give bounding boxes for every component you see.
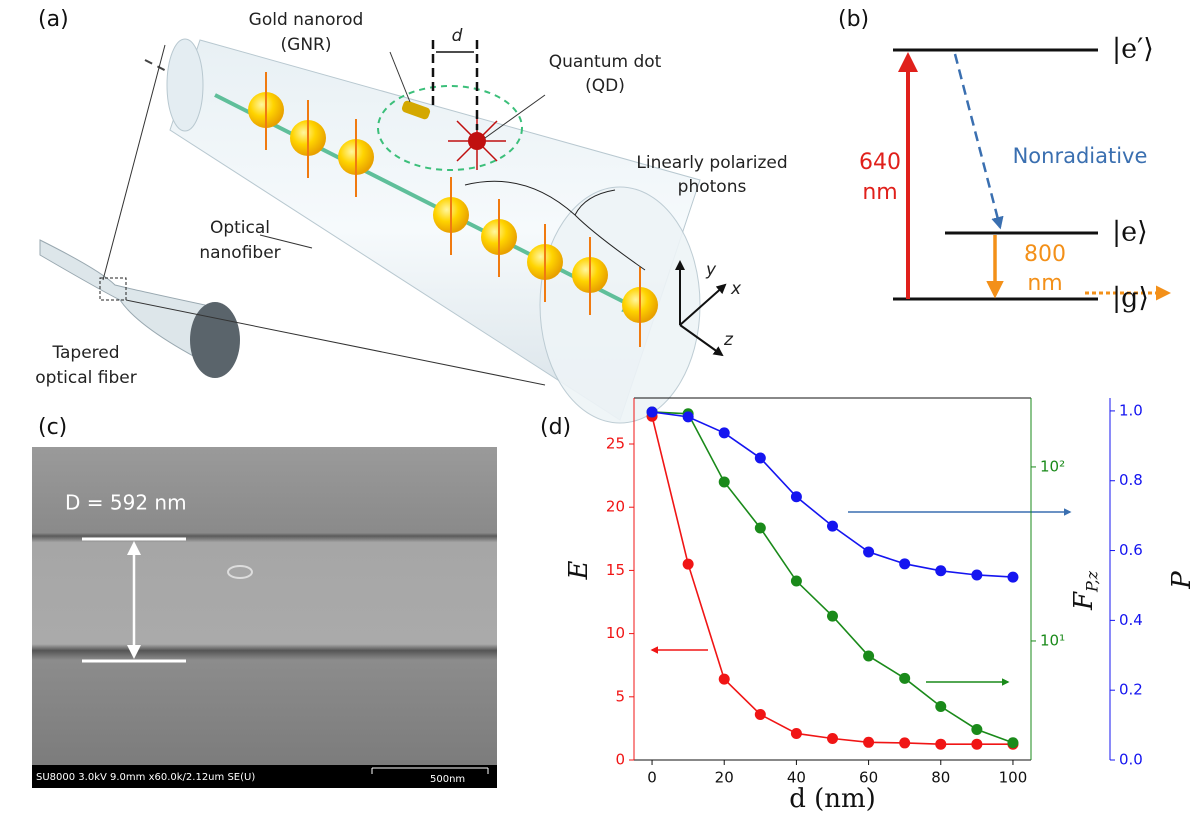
annotation: Gold nanorod — [249, 10, 364, 30]
series-marker — [683, 411, 694, 422]
axis-letter: x — [730, 279, 742, 299]
series-marker — [899, 558, 910, 569]
y-tick-label: 20 — [606, 498, 625, 516]
annotation: 640 — [859, 150, 901, 175]
x-tick-label: 0 — [647, 769, 657, 787]
series-marker — [827, 733, 838, 744]
y-tick-label: 0.8 — [1119, 471, 1143, 489]
figure: (a) (b) (c) (d) — [0, 0, 1203, 824]
series-marker — [863, 737, 874, 748]
series-marker — [719, 674, 730, 685]
series-marker — [899, 673, 910, 684]
series-marker — [647, 406, 658, 417]
series-marker — [971, 724, 982, 735]
series-marker — [755, 453, 766, 464]
series-marker — [935, 565, 946, 576]
y-tick-label: 1.0 — [1119, 401, 1143, 419]
series-marker — [755, 709, 766, 720]
level-label: |g⟩ — [1112, 283, 1149, 314]
x-axis-label: d (nm) — [789, 784, 876, 814]
series-marker — [971, 569, 982, 580]
y-tick-label: 15 — [606, 561, 625, 579]
series-marker — [827, 611, 838, 622]
y-axis-label: E — [564, 560, 594, 580]
annotation: nanofiber — [199, 243, 280, 263]
y-tick-label: 0 — [615, 751, 625, 769]
annotation: (GNR) — [281, 35, 332, 55]
annotation: nm — [1027, 271, 1062, 296]
annotation: (QD) — [585, 76, 625, 96]
y-tick-label: 25 — [606, 435, 625, 453]
series-line — [652, 412, 1013, 743]
series-marker — [827, 521, 838, 532]
series-marker — [719, 476, 730, 487]
y-tick-label: 10 — [606, 624, 625, 642]
axis-letter: z — [723, 330, 734, 350]
panel-label: (d) — [540, 415, 571, 440]
series-marker — [863, 650, 874, 661]
annotation: 800 — [1024, 242, 1066, 267]
y-tick-label: 0.0 — [1119, 751, 1143, 769]
y-tick-label: 0.2 — [1119, 681, 1143, 699]
series-line — [652, 416, 1013, 744]
panel-label: (a) — [38, 7, 69, 32]
x-tick-label: 20 — [715, 769, 734, 787]
series-marker — [899, 737, 910, 748]
sem-info: SU8000 3.0kV 9.0mm x60.0k/2.12um SE(U) — [36, 772, 255, 783]
y-tick-label: 0.4 — [1119, 611, 1143, 629]
y-tick-label: 0.6 — [1119, 541, 1143, 559]
panel-label: (b) — [838, 7, 869, 32]
annotation: Quantum dot — [549, 52, 662, 72]
series-marker — [971, 739, 982, 750]
series-marker — [683, 559, 694, 570]
x-tick-label: 100 — [999, 769, 1028, 787]
y-tick-label: 10¹ — [1040, 631, 1065, 649]
series-marker — [791, 491, 802, 502]
series-marker — [935, 701, 946, 712]
y-tick-label: 5 — [615, 687, 625, 705]
panel-label: (c) — [38, 415, 67, 440]
nanofiber-illustration — [40, 39, 725, 423]
series-marker — [1007, 737, 1018, 748]
y2-axis-label: FP,z — [1069, 570, 1102, 611]
annotation: Tapered — [51, 343, 119, 363]
annotation: Optical — [210, 218, 270, 238]
axis-hint-arrows — [652, 512, 1070, 682]
annotation: photons — [678, 177, 747, 197]
annotation: d — [452, 26, 463, 46]
series-marker — [755, 522, 766, 533]
annotation: Nonradiative — [1013, 144, 1148, 168]
series-marker — [791, 728, 802, 739]
y-tick-label: 10² — [1040, 457, 1065, 475]
series-marker — [863, 546, 874, 557]
x-tick-label: 80 — [931, 769, 950, 787]
series-marker — [791, 576, 802, 587]
annotation: D = 592 nm — [65, 491, 187, 515]
annotation: optical fiber — [35, 368, 136, 388]
level-label: |e⟩ — [1112, 217, 1148, 248]
series-marker — [719, 427, 730, 438]
series-marker — [935, 739, 946, 750]
series-line — [652, 412, 1013, 577]
y2-axis-label-sub: P,z — [1083, 570, 1102, 593]
y2-axis-label-main: F — [1069, 591, 1099, 611]
sem-scale: 500nm — [430, 774, 465, 785]
annotation: Linearly polarized — [636, 153, 787, 173]
axis-letter: y — [705, 260, 717, 280]
series-marker — [1007, 572, 1018, 583]
annotation: nm — [862, 180, 897, 205]
y3-axis-label: P — [1167, 571, 1197, 590]
level-label: |e′⟩ — [1112, 34, 1154, 65]
